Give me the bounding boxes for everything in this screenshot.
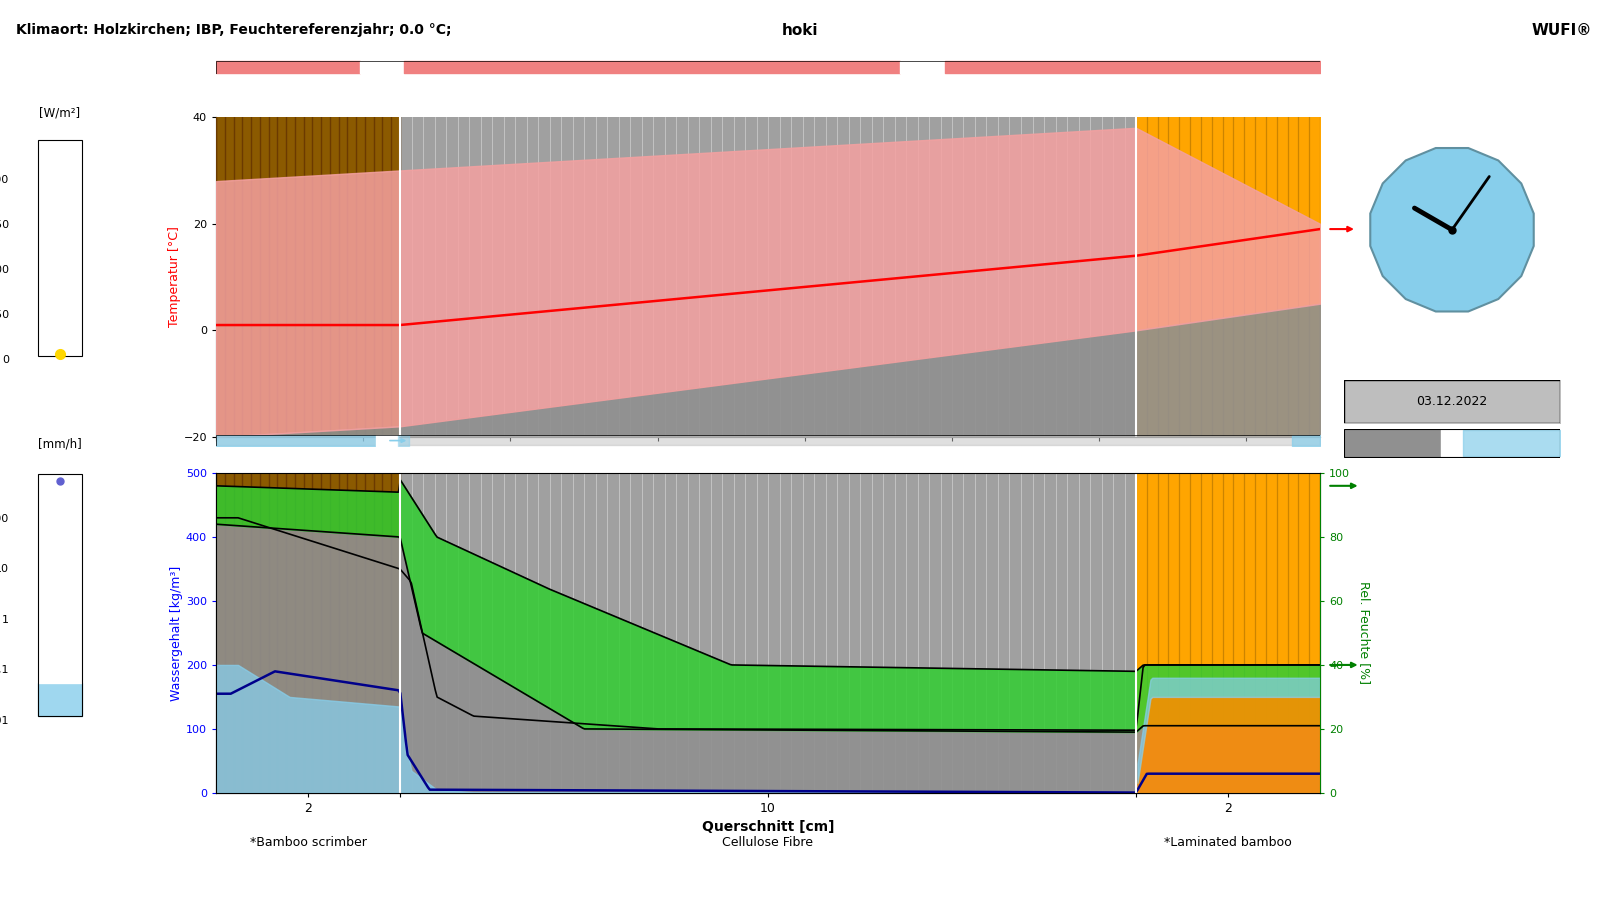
- Text: 0,1: 0,1: [0, 665, 10, 676]
- Text: [mm/h]: [mm/h]: [38, 438, 82, 450]
- Text: 250: 250: [0, 310, 10, 321]
- Text: >1000: >1000: [0, 175, 10, 186]
- Text: Cellulose Fibre: Cellulose Fibre: [723, 836, 813, 850]
- Bar: [38, 474, 82, 715]
- Text: 0,01: 0,01: [0, 715, 10, 726]
- Text: hoki: hoki: [782, 23, 818, 38]
- Polygon shape: [1370, 148, 1534, 312]
- Y-axis label: Rel. Feuchte [%]: Rel. Feuchte [%]: [1358, 581, 1371, 685]
- Text: WUFI®: WUFI®: [1531, 23, 1592, 38]
- Text: *Laminated bamboo: *Laminated bamboo: [1165, 836, 1291, 850]
- Text: 750: 750: [0, 220, 10, 231]
- Text: 10: 10: [0, 564, 10, 575]
- Text: >100: >100: [0, 514, 10, 524]
- Text: 0: 0: [2, 355, 10, 366]
- Y-axis label: Temperatur [°C]: Temperatur [°C]: [168, 227, 181, 327]
- Bar: [38, 140, 82, 356]
- Y-axis label: Wassergehalt [kg/m³]: Wassergehalt [kg/m³]: [170, 565, 182, 701]
- X-axis label: Querschnitt [cm]: Querschnitt [cm]: [702, 821, 834, 834]
- Text: [W/m²]: [W/m²]: [40, 106, 80, 119]
- Text: 500: 500: [0, 265, 10, 276]
- Text: 03.12.2022: 03.12.2022: [1416, 396, 1488, 408]
- Text: Klimaort: Holzkirchen; IBP, Feuchtereferenzjahr; 0.0 °C;: Klimaort: Holzkirchen; IBP, Feuchterefer…: [16, 23, 451, 37]
- Text: *Bamboo scrimber: *Bamboo scrimber: [250, 836, 366, 850]
- Text: 1: 1: [2, 614, 10, 625]
